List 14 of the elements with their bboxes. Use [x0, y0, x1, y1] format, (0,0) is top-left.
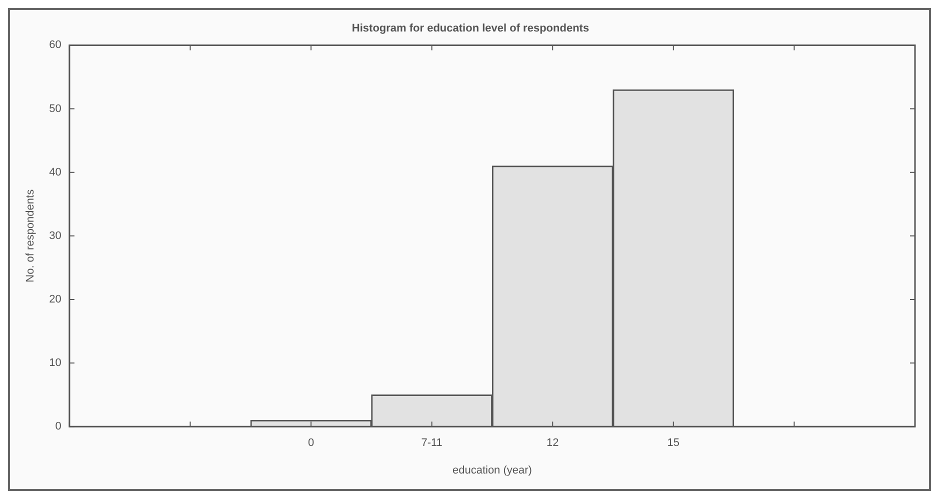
x-tick-label: 12 — [546, 437, 559, 450]
y-axis-title: No. of respondents — [24, 188, 37, 282]
x-axis-title: education (year) — [452, 464, 532, 476]
y-tick-label: 0 — [55, 420, 62, 433]
y-tick-label: 60 — [49, 39, 62, 52]
x-tick-label: 15 — [667, 437, 680, 450]
y-tick-label: 50 — [49, 102, 62, 115]
y-tick-label: 20 — [49, 294, 62, 306]
y-tick-label: 40 — [49, 166, 62, 178]
chart-title: Histogram for education level of respondents — [352, 22, 590, 35]
x-tick-label: 0 — [308, 437, 314, 450]
y-tick-label: 30 — [49, 230, 62, 242]
x-tick-label: 7-11 — [421, 437, 442, 450]
y-tick-label: 10 — [49, 357, 62, 370]
